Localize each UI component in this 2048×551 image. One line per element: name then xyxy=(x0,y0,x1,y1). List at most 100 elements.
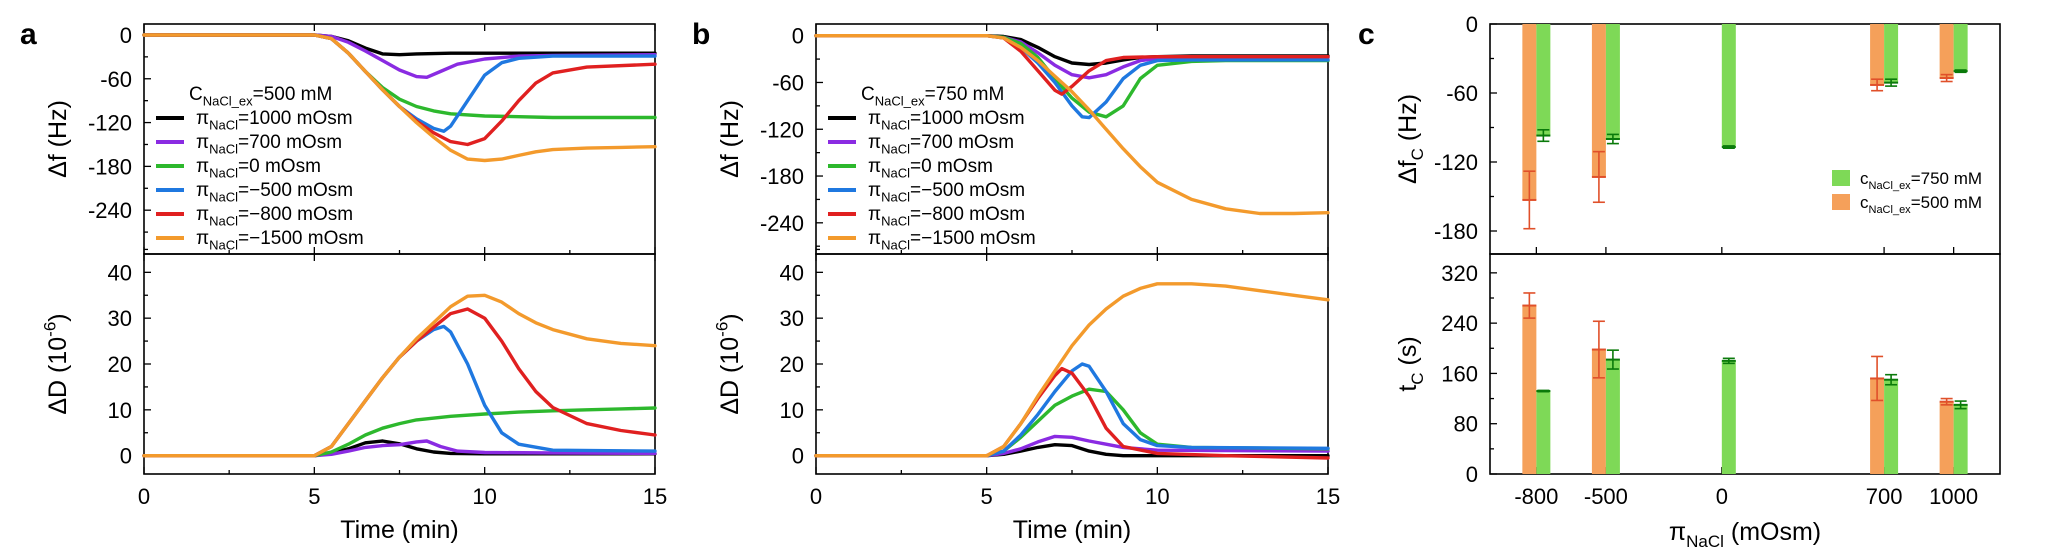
y-tick-label: 0 xyxy=(1466,12,1478,37)
panel-letter-b: b xyxy=(692,18,710,51)
y-axis-label: Δf (Hz) xyxy=(44,100,72,178)
legend-label-0: cNaCl_ex=750 mM xyxy=(1860,169,1982,192)
legend-label-5: πNaCl=−1500 mOsm xyxy=(196,228,364,252)
legend-label-5: πNaCl=−1500 mOsm xyxy=(868,228,1036,252)
y-axis-label: tC (s) xyxy=(1394,336,1427,391)
legend-swatch-0 xyxy=(1832,170,1850,186)
y-tick-label: 10 xyxy=(780,398,804,423)
legend-swatch-1 xyxy=(1832,194,1850,210)
plot-frame xyxy=(815,253,1329,475)
y-tick-label: -120 xyxy=(1434,150,1478,175)
series-line-2 xyxy=(142,406,657,458)
y-tick-label: 80 xyxy=(1454,412,1478,437)
series-line-5 xyxy=(142,293,657,458)
panel-letter-a: a xyxy=(20,18,37,51)
series-line-5 xyxy=(142,33,657,163)
x-tick-label: 5 xyxy=(981,484,993,509)
y-tick-label: -180 xyxy=(1434,219,1478,244)
y-tick-label: 20 xyxy=(108,352,132,377)
y-tick-label: -60 xyxy=(772,70,804,95)
y-tick-label: 160 xyxy=(1441,361,1478,386)
y-axis-label: ΔfC (Hz) xyxy=(1394,94,1427,184)
series-line-5 xyxy=(814,34,1330,216)
bar--800-0 xyxy=(1536,391,1551,474)
y-tick-label: 0 xyxy=(1466,462,1478,487)
bar--800-0 xyxy=(1536,24,1551,136)
y-axis-label: Δf (Hz) xyxy=(716,100,744,178)
bar--500-1 xyxy=(1591,24,1606,177)
y-tick-label: 10 xyxy=(108,398,132,423)
legend-label-1: πNaCl=700 mOsm xyxy=(196,132,342,156)
x-tick-label: 0 xyxy=(810,484,822,509)
legend-label-2: πNaCl=0 mOsm xyxy=(868,156,993,180)
plot-frame xyxy=(1489,23,2001,255)
series-line-1 xyxy=(142,33,657,79)
x-tick-label: 15 xyxy=(1316,484,1340,509)
series-line-4 xyxy=(142,307,657,458)
bar-1000-0 xyxy=(1953,24,1968,72)
y-tick-label: -120 xyxy=(88,111,132,136)
y-tick-label: 20 xyxy=(780,352,804,377)
x-axis-label: Time (min) xyxy=(1013,516,1132,544)
chart-a_bottom: 0 10 20 30 40 0 5 10 15 ΔD (10-6) Time (min) xyxy=(41,248,667,544)
legend-label-1: πNaCl=700 mOsm xyxy=(868,132,1014,156)
y-tick-label: -240 xyxy=(88,198,132,223)
y-axis-label: ΔD (10-6) xyxy=(713,313,745,414)
x-tick-label: 0 xyxy=(1716,484,1728,509)
y-tick-label: 40 xyxy=(108,260,132,285)
y-tick-label: -120 xyxy=(760,117,804,142)
bar--800-1 xyxy=(1522,24,1537,200)
bar--500-1 xyxy=(1591,349,1606,474)
bar-1000-1 xyxy=(1939,401,1954,474)
bar-700-1 xyxy=(1870,378,1885,474)
legend-label-1: cNaCl_ex=500 mM xyxy=(1860,193,1982,216)
x-tick-label: -800 xyxy=(1514,484,1558,509)
series-line-1 xyxy=(142,439,657,458)
bar--500-0 xyxy=(1605,24,1620,139)
bar--800-1 xyxy=(1522,305,1537,474)
y-tick-label: -240 xyxy=(760,211,804,236)
series-line-5 xyxy=(814,282,1330,458)
bar-700-1 xyxy=(1870,24,1885,85)
legend-label-3: πNaCl=−500 mOsm xyxy=(868,180,1025,204)
bar-0-0 xyxy=(1721,24,1736,148)
bar-0-0 xyxy=(1721,360,1736,474)
series-line-0 xyxy=(142,33,657,57)
series-line-3 xyxy=(142,324,657,458)
legend-label-3: πNaCl=−500 mOsm xyxy=(196,180,353,204)
y-tick-label: 0 xyxy=(792,24,804,49)
bar-1000-1 xyxy=(1939,24,1954,79)
x-tick-label: 10 xyxy=(1145,484,1169,509)
series-line-3 xyxy=(814,362,1330,458)
bar-700-0 xyxy=(1884,379,1899,474)
legend-label-0: πNaCl=1000 mOsm xyxy=(868,108,1025,132)
y-tick-label: 30 xyxy=(780,306,804,331)
chart-c_top: 0 -60 -120 -180 ΔfC (Hz) cNaCl_ex=750 mMcNaCl… xyxy=(1394,12,2001,255)
y-tick-label: 240 xyxy=(1441,311,1478,336)
legend-label-0: πNaCl=1000 mOsm xyxy=(196,108,353,132)
x-tick-label: -500 xyxy=(1584,484,1628,509)
bar-1000-0 xyxy=(1953,404,1968,474)
plot-frame xyxy=(1489,253,2001,475)
x-tick-label: 15 xyxy=(643,484,667,509)
y-tick-label: -60 xyxy=(100,67,132,92)
legend-label-4: πNaCl=−800 mOsm xyxy=(196,204,353,228)
x-axis-label: πNaCl (mOsm) xyxy=(1669,518,1821,551)
x-axis-label: Time (min) xyxy=(340,516,459,544)
panel-letter-c: c xyxy=(1358,18,1375,51)
x-tick-label: 10 xyxy=(472,484,496,509)
legend-title: CNaCl_ex=500 mM xyxy=(189,84,332,108)
legend-label-2: πNaCl=0 mOsm xyxy=(196,156,321,180)
y-axis-label: ΔD (10-6) xyxy=(41,313,73,414)
plot-frame xyxy=(143,253,656,475)
y-tick-label: -60 xyxy=(1446,81,1478,106)
y-tick-label: 0 xyxy=(120,23,132,48)
x-tick-label: 5 xyxy=(308,484,320,509)
y-tick-label: 30 xyxy=(108,306,132,331)
y-tick-label: 320 xyxy=(1441,261,1478,286)
chart-b_bottom: 0 10 20 30 40 0 5 10 15 ΔD (10-6) Time (min) xyxy=(713,248,1340,544)
chart-c_bottom: 0 80 160 240 320 -800 -500 0 700 1000 tC (s) πNaCl … xyxy=(1394,253,2001,551)
